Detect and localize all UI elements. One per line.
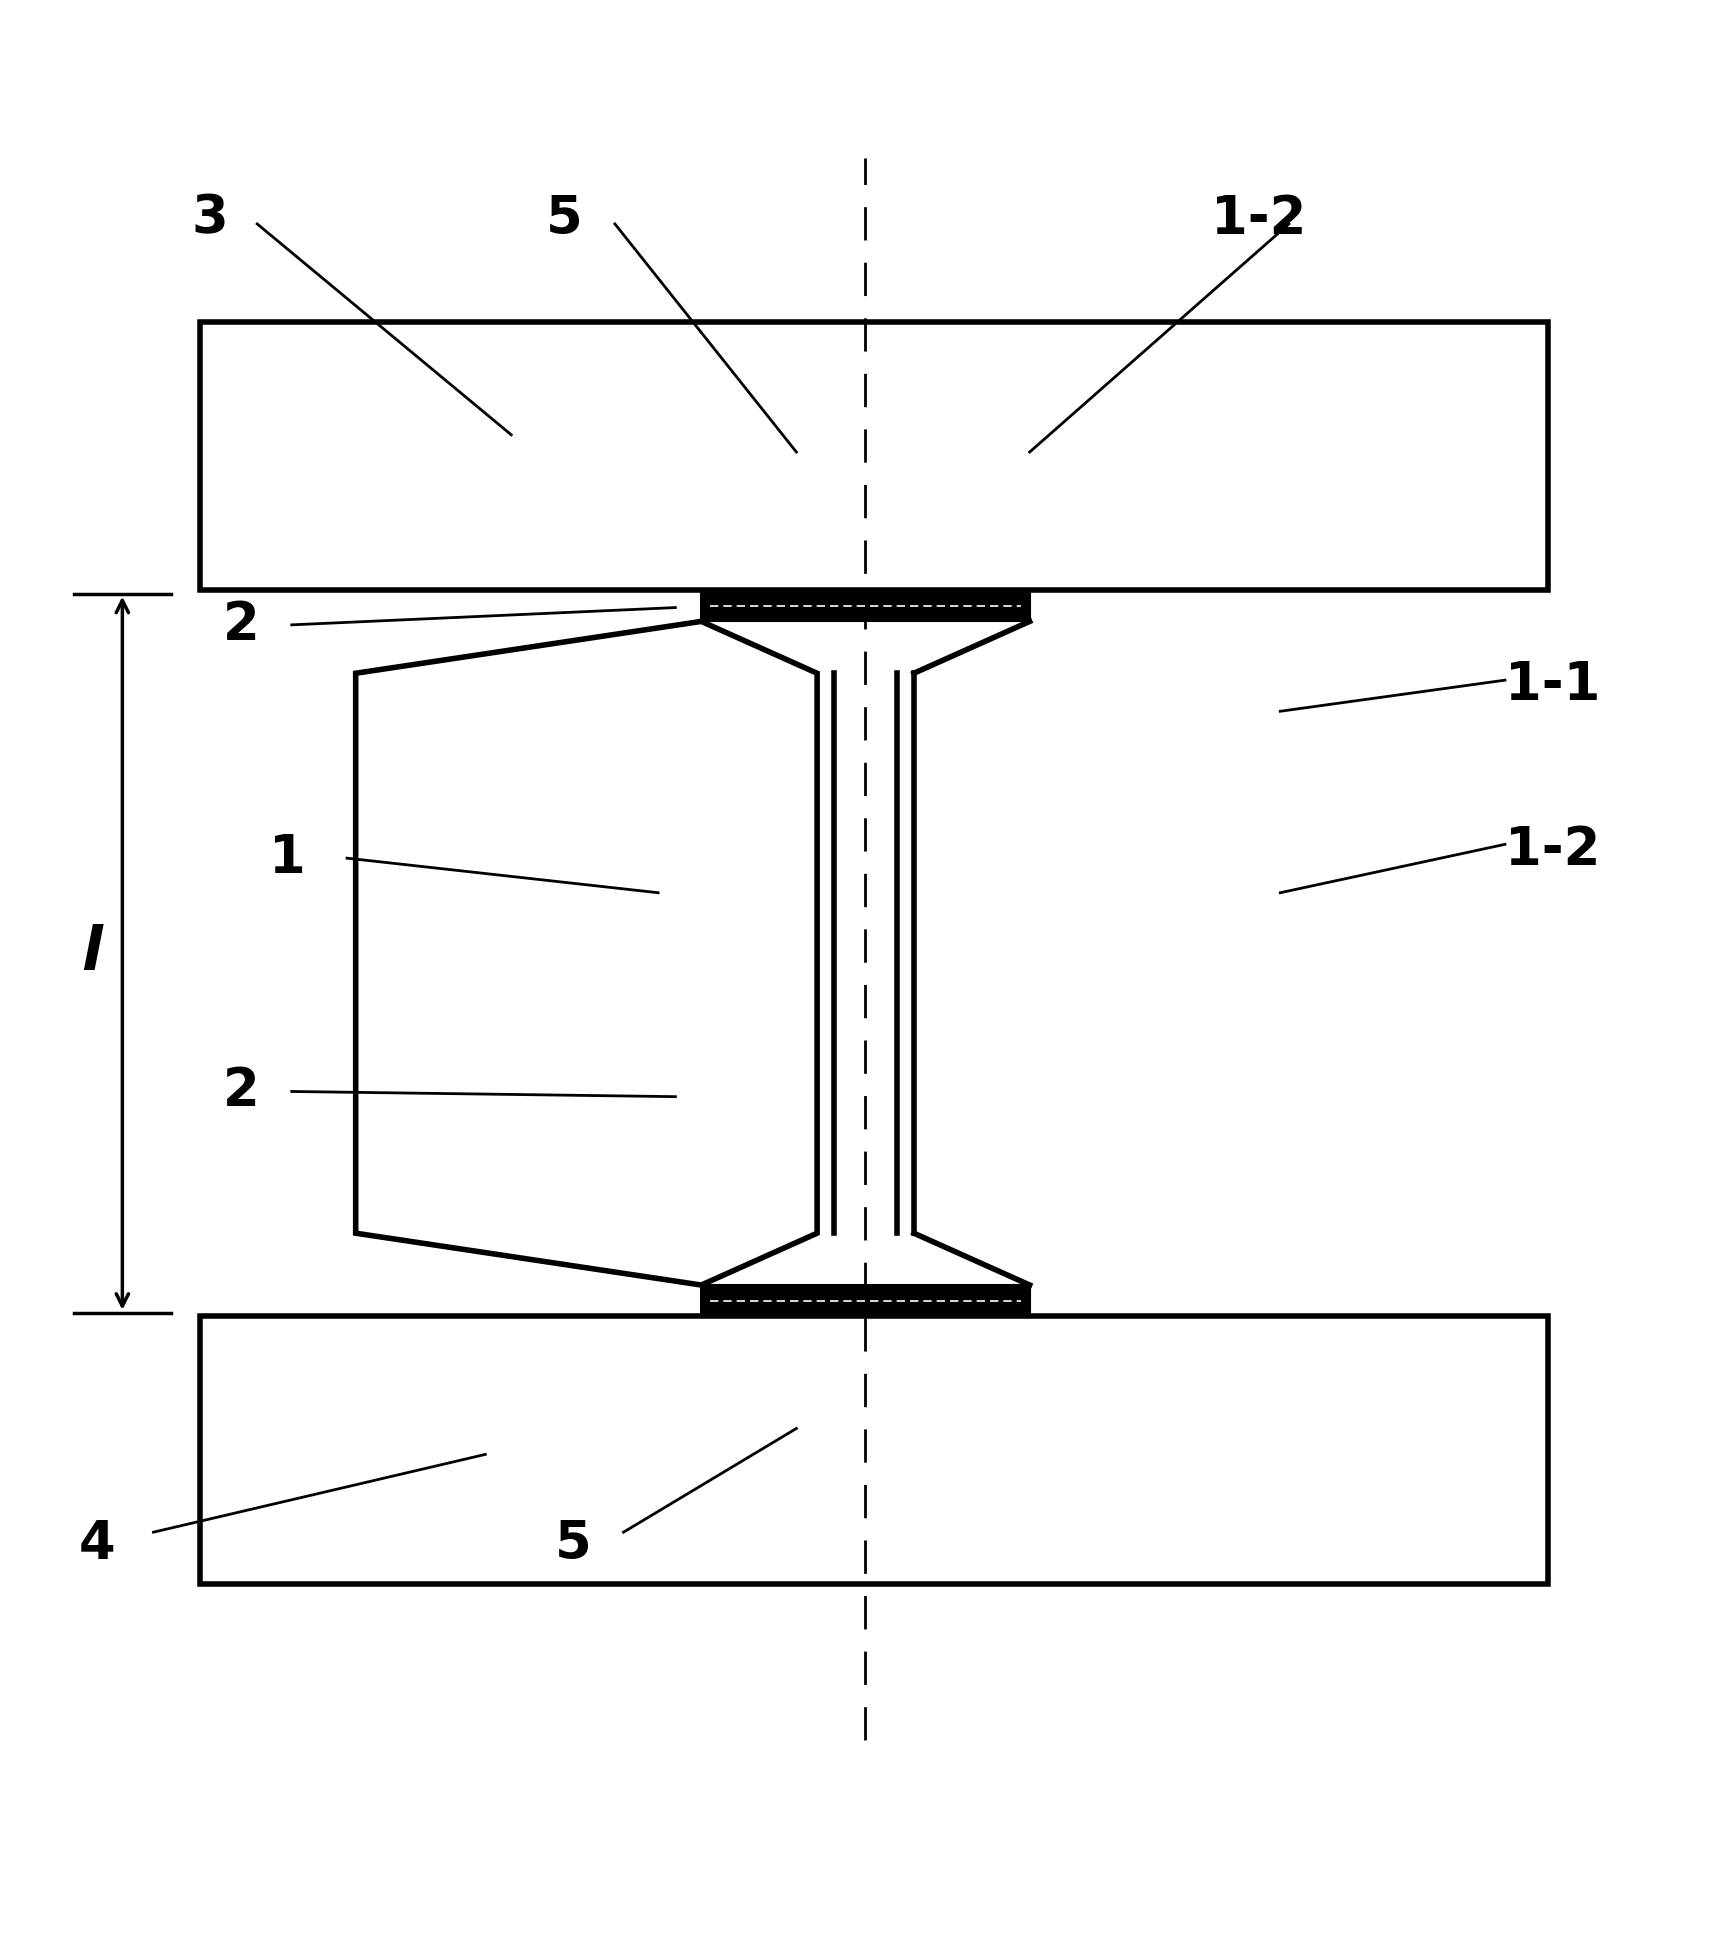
Polygon shape	[355, 621, 817, 1285]
Text: 4: 4	[80, 1518, 116, 1570]
Text: 5: 5	[545, 192, 581, 245]
Text: 1-2: 1-2	[1211, 192, 1306, 245]
Text: 2: 2	[223, 600, 260, 650]
Text: 5: 5	[554, 1518, 590, 1570]
Text: 2: 2	[223, 1066, 260, 1118]
Text: 1: 1	[270, 833, 306, 885]
Text: 1-2: 1-2	[1503, 823, 1600, 875]
Text: 3: 3	[192, 192, 228, 245]
Bar	[701, 1285, 1029, 1316]
Text: 1-1: 1-1	[1503, 660, 1600, 710]
Text: l: l	[81, 924, 102, 982]
Bar	[201, 1316, 1547, 1584]
Bar	[201, 322, 1547, 590]
Bar	[701, 590, 1029, 621]
